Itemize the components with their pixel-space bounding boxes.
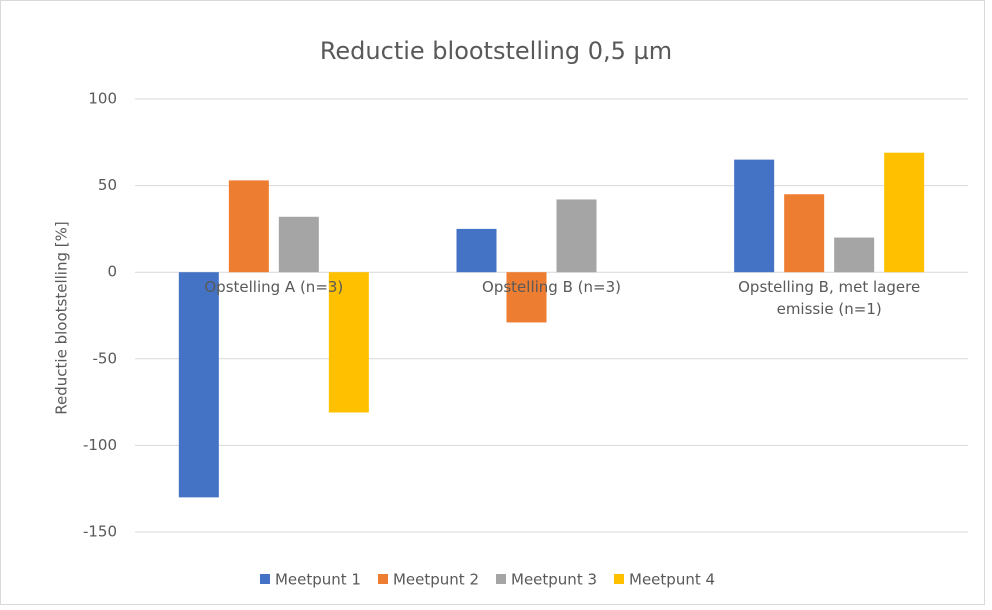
x-tick-label: Opstelling A (n=3) — [204, 278, 344, 297]
bar — [784, 194, 825, 273]
legend-label: Meetpunt 4 — [629, 571, 715, 589]
bar — [328, 272, 369, 413]
bar — [834, 237, 875, 273]
y-tick-label: -150 — [83, 523, 117, 541]
bar — [556, 199, 597, 273]
y-axis-title: Reductie blootstelling [%] — [53, 221, 71, 414]
legend-label: Meetpunt 3 — [511, 571, 597, 589]
bar — [278, 216, 319, 273]
bar — [456, 228, 497, 273]
legend-label: Meetpunt 1 — [275, 571, 361, 589]
legend-label: Meetpunt 2 — [393, 571, 479, 589]
bar — [506, 272, 547, 323]
y-tick-label: 0 — [107, 263, 117, 281]
x-tick-label: Opstelling B, met lagere emissie (n=1) — [738, 278, 921, 319]
y-tick-label: 100 — [88, 90, 117, 108]
bar — [178, 272, 219, 498]
legend-swatch — [614, 574, 625, 584]
bar — [884, 152, 925, 273]
x-tick-label: Opstelling B (n=3) — [482, 278, 621, 297]
legend-swatch — [259, 574, 270, 584]
legend-swatch — [496, 574, 506, 584]
legend-swatch — [377, 574, 388, 584]
chart-title: Reductie blootstelling 0,5 µm — [320, 37, 672, 65]
y-tick-label: -100 — [83, 436, 117, 454]
bar — [734, 159, 775, 273]
bar — [228, 180, 269, 273]
y-tick-label: -50 — [93, 349, 118, 367]
y-tick-label: 50 — [98, 176, 117, 194]
